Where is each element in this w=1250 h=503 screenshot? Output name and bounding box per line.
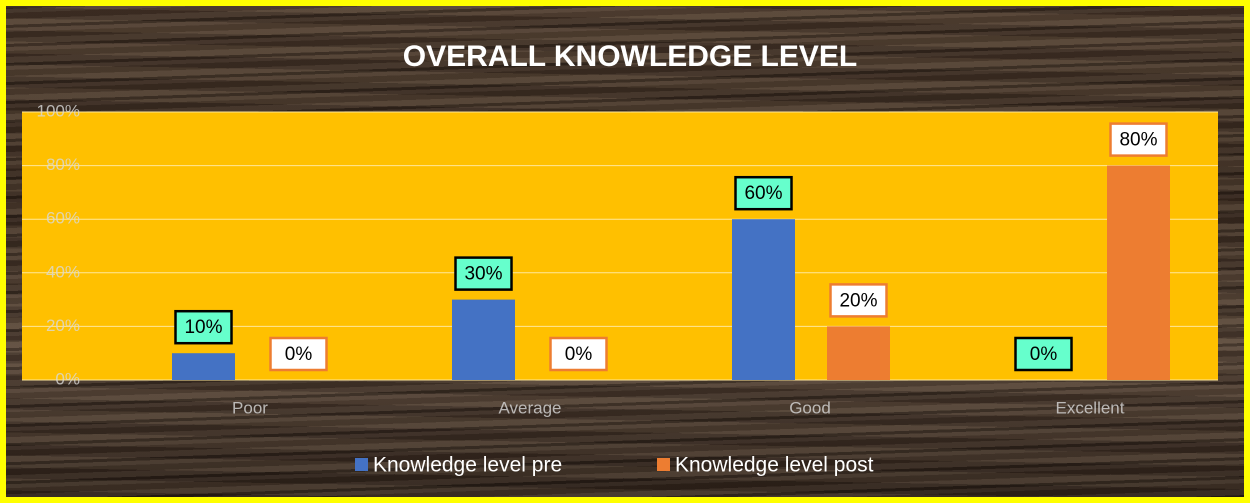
x-tick-label: Excellent (1056, 398, 1125, 417)
data-label: 80% (1119, 130, 1157, 151)
y-tick-label: 60% (46, 209, 80, 228)
bar (1107, 165, 1170, 380)
data-label-box (454, 256, 513, 291)
data-label-box (734, 175, 793, 211)
data-label: 0% (285, 344, 313, 365)
data-label-box (1109, 122, 1168, 157)
legend-label: Knowledge level post (675, 454, 874, 477)
legend-swatch (657, 458, 670, 471)
legend-label: Knowledge level pre (373, 454, 562, 477)
x-tick-label: Good (789, 398, 831, 417)
data-label: 20% (839, 290, 877, 311)
y-tick-label: 0% (55, 369, 80, 388)
data-label: 30% (464, 264, 502, 285)
data-label-box (549, 336, 608, 372)
data-label: 10% (184, 317, 222, 338)
data-label: 60% (744, 183, 782, 204)
y-tick-label: 40% (46, 262, 80, 281)
bar (732, 219, 795, 380)
bar (827, 326, 890, 380)
y-tick-label: 20% (46, 316, 80, 335)
data-label: 0% (565, 344, 593, 365)
chart-title: OVERALL KNOWLEDGE LEVEL (403, 40, 857, 73)
x-tick-label: Average (498, 398, 561, 417)
y-tick-label: 100% (37, 101, 80, 120)
data-label-box (269, 336, 328, 372)
bar (452, 299, 515, 380)
data-label-box (174, 309, 233, 345)
y-tick-label: 80% (46, 155, 80, 174)
x-tick-label: Poor (232, 398, 268, 417)
data-label: 0% (1030, 344, 1058, 365)
legend-swatch (355, 458, 368, 471)
bar (172, 353, 235, 380)
data-label-box (1014, 336, 1073, 372)
data-label-box (829, 283, 888, 318)
